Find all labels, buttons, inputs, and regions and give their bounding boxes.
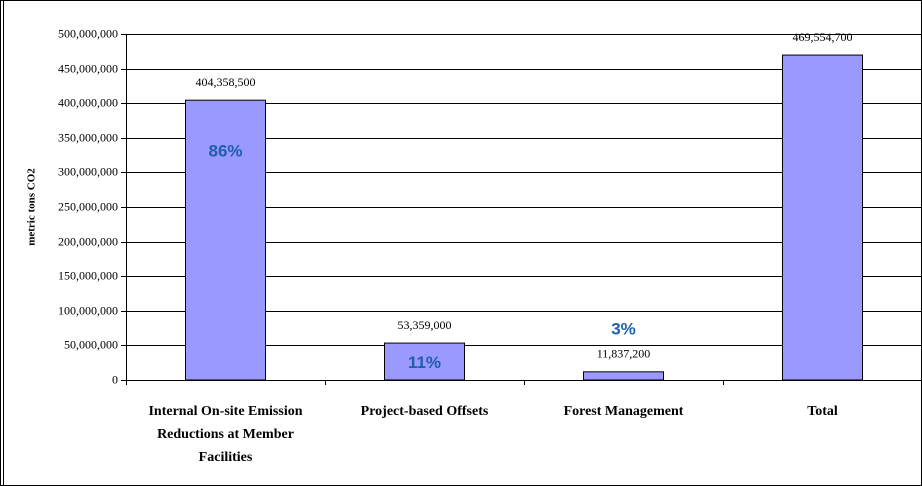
- y-tick-label: 350,000,000: [58, 130, 118, 144]
- y-axis-label: metric tons CO2: [26, 168, 38, 246]
- value-label: 11,837,200: [597, 347, 651, 361]
- x-tick-label: Internal On-site Emission Reductions at …: [148, 404, 303, 465]
- share-label: 11%: [408, 353, 441, 372]
- bar: [782, 54, 863, 381]
- y-tick-label: 0: [112, 372, 118, 386]
- bar: [384, 342, 465, 381]
- y-tick-label: 500,000,000: [58, 26, 118, 40]
- share-label: 3%: [611, 319, 636, 338]
- x-tick-label: Total: [807, 404, 838, 419]
- y-tick-label: 100,000,000: [58, 303, 118, 317]
- y-tick-label: 400,000,000: [58, 95, 118, 109]
- y-tick-label: 150,000,000: [58, 268, 118, 282]
- y-tick-label: 50,000,000: [64, 337, 118, 351]
- value-label: 469,554,700: [793, 30, 853, 44]
- x-tick-label: Project-based Offsets: [360, 404, 489, 419]
- share-label: 86%: [208, 142, 242, 161]
- y-tick-label: 200,000,000: [58, 234, 118, 248]
- y-tick-label: 250,000,000: [58, 199, 118, 213]
- bar: [583, 371, 664, 381]
- y-tick-label: 450,000,000: [58, 61, 118, 75]
- y-tick-label: 300,000,000: [58, 164, 118, 178]
- value-label: 404,358,500: [196, 75, 256, 89]
- x-tick-label: Forest Management: [563, 404, 684, 419]
- value-label: 53,359,000: [398, 318, 452, 332]
- bar: [185, 99, 266, 381]
